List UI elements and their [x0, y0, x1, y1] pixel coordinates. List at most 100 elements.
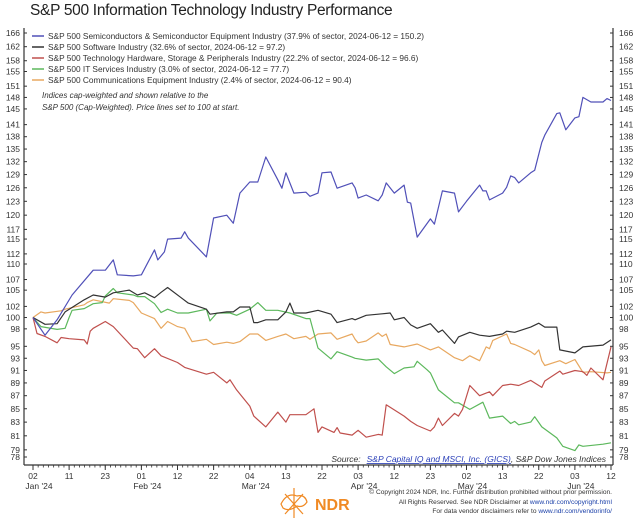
chart-title: S&P 500 Information Technology Industry …	[30, 2, 393, 19]
legend-label: S&P 500 IT Services Industry (3.0% of se…	[48, 64, 289, 74]
x-month-label: Feb '24	[133, 481, 161, 490]
y-tick-label-left: 117	[6, 224, 20, 234]
y-tick-label-right: 135	[619, 144, 633, 154]
y-tick-label-left: 148	[6, 92, 20, 102]
y-tick-label-right: 151	[619, 81, 633, 91]
y-tick-label-right: 162	[619, 42, 633, 52]
x-tick-label: 22	[317, 471, 327, 481]
x-month-label: Jun '24	[567, 481, 594, 490]
y-tick-label-right: 93	[619, 353, 629, 363]
y-tick-label-right: 115	[619, 234, 633, 244]
y-tick-label-left: 132	[6, 157, 20, 167]
y-tick-label-right: 129	[619, 170, 633, 180]
x-tick-label: 12	[390, 471, 400, 481]
copyright-line: © Copyright 2024 NDR, Inc. Further distr…	[369, 489, 612, 496]
x-tick-label: 03	[353, 471, 363, 481]
y-tick-label-right: 98	[619, 324, 629, 334]
y-tick-label-left: 129	[6, 170, 20, 180]
y-tick-label-left: 151	[6, 81, 20, 91]
series-line-1	[32, 286, 612, 354]
source-link[interactable]: S&P Capital IQ and MSCI, Inc. (GICS)	[367, 454, 511, 464]
y-tick-label-left: 120	[6, 210, 20, 220]
legend-label: S&P 500 Software Industry (32.6% of sect…	[48, 42, 285, 52]
y-tick-label-right: 102	[619, 301, 633, 311]
x-tick-label: 12	[173, 471, 183, 481]
y-tick-label-left: 135	[6, 144, 20, 154]
y-tick-label-left: 115	[6, 234, 20, 244]
annotation-line-1: Indices cap-weighted and shown relative …	[42, 91, 209, 100]
source-label: Source:	[331, 454, 361, 464]
x-tick-label: 03	[570, 471, 580, 481]
y-tick-label-left: 107	[6, 275, 20, 285]
y-tick-label-left: 79	[11, 445, 21, 455]
series-lines	[32, 96, 612, 452]
y-tick-label-left: 141	[6, 120, 20, 130]
y-tick-label-right: 110	[619, 259, 633, 269]
series-line-2	[32, 317, 612, 438]
y-tick-label-right: 166	[619, 28, 633, 38]
y-tick-label-right: 132	[619, 157, 633, 167]
y-tick-label-left: 155	[6, 66, 20, 76]
y-tick-label-left: 85	[11, 404, 21, 414]
y-tick-label-right: 138	[619, 132, 633, 142]
y-tick-label-right: 120	[619, 210, 633, 220]
series-line-4	[32, 298, 612, 374]
y-tick-label-right: 85	[619, 404, 629, 414]
logo-text: NDR	[315, 497, 350, 514]
y-tick-label-right: 91	[619, 365, 629, 375]
annotation-line-2: S&P 500 (Cap-Weighted). Price lines set …	[42, 103, 239, 112]
y-tick-label-left: 89	[11, 378, 21, 388]
y-tick-label-right: 148	[619, 92, 633, 102]
ndr-logo: NDR	[280, 488, 350, 518]
source-note: Source: S&P Capital IQ and MSCI, Inc. (GI…	[331, 454, 606, 464]
x-tick-label: 23	[101, 471, 111, 481]
y-tick-label-right: 107	[619, 275, 633, 285]
y-tick-label-left: 93	[11, 353, 21, 363]
y-tick-label-right: 155	[619, 66, 633, 76]
x-tick-label: 01	[137, 471, 147, 481]
legend-label: S&P 500 Communications Equipment Industr…	[48, 75, 352, 85]
y-tick-label-left: 112	[6, 249, 20, 259]
y-tick-label-left: 102	[6, 301, 20, 311]
y-tick-label-right: 126	[619, 183, 633, 193]
y-tick-label-left: 138	[6, 132, 20, 142]
x-tick-label: 02	[462, 471, 472, 481]
legend-label: S&P 500 Technology Hardware, Storage & P…	[48, 53, 419, 63]
y-tick-label-left: 110	[6, 259, 20, 269]
series-line-0	[32, 96, 612, 336]
x-tick-label: 13	[281, 471, 291, 481]
y-tick-label-right: 83	[619, 417, 629, 427]
y-tick-label-left: 166	[6, 28, 20, 38]
y-tick-label-left: 100	[6, 313, 20, 323]
x-month-label: Jan '24	[25, 481, 52, 490]
y-tick-label-right: 95	[619, 341, 629, 351]
y-tick-label-right: 117	[619, 224, 633, 234]
x-tick-label: 22	[534, 471, 544, 481]
disclaimer-line: All Rights Reserved. See NDR Disclaimer …	[369, 498, 612, 508]
vendor-line: For data vendor disclaimers refer to www…	[369, 507, 612, 517]
legend-label: S&P 500 Semiconductors & Semiconductor E…	[48, 31, 424, 41]
x-month-label: May '24	[458, 481, 488, 490]
y-tick-label-left: 98	[11, 324, 21, 334]
y-tick-label-right: 79	[619, 445, 629, 455]
y-tick-label-left: 87	[11, 391, 21, 401]
copyright-footer: © Copyright 2024 NDR, Inc. Further distr…	[369, 488, 612, 517]
y-tick-label-left: 145	[6, 104, 20, 114]
x-tick-label: 23	[426, 471, 436, 481]
x-tick-label: 11	[65, 471, 74, 481]
y-tick-label-left: 158	[6, 56, 20, 66]
vendor-link[interactable]: www.ndr.com/vendorinfo/	[538, 508, 612, 515]
disclaimer-text: All Rights Reserved. See NDR Disclaimer …	[398, 498, 530, 506]
y-tick-label-right: 100	[619, 313, 633, 323]
copyright-link[interactable]: www.ndr.com/copyright.html	[529, 498, 612, 506]
y-tick-label-left: 126	[6, 183, 20, 193]
y-tick-label-right: 145	[619, 104, 633, 114]
y-tick-label-left: 78	[11, 452, 21, 462]
x-tick-label: 02	[28, 471, 38, 481]
x-tick-label: 04	[245, 471, 255, 481]
x-tick-label: 12	[606, 471, 616, 481]
y-tick-label-left: 162	[6, 42, 20, 52]
source-rest: , S&P Dow Jones Indices	[511, 454, 607, 464]
